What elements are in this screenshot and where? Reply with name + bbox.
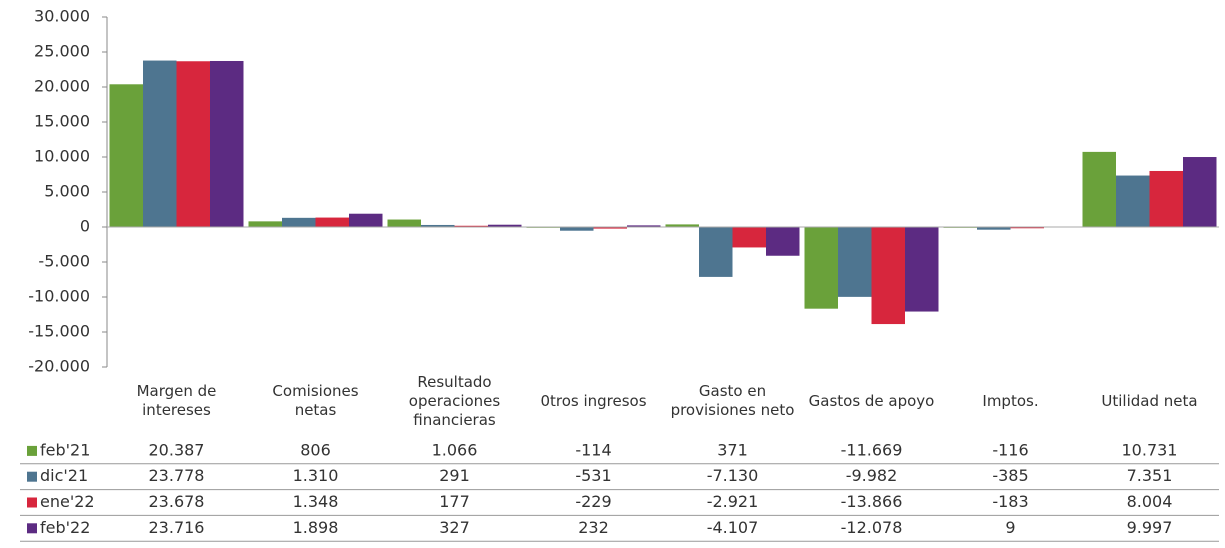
table-value: 327 bbox=[439, 518, 470, 537]
legend-swatch bbox=[27, 445, 37, 456]
bar bbox=[627, 225, 661, 227]
bar bbox=[315, 217, 349, 227]
y-tick-label: 15.000 bbox=[34, 112, 90, 131]
x-tick-label: Imptos. bbox=[982, 391, 1039, 410]
y-tick-label: 25.000 bbox=[34, 42, 90, 61]
x-tick-label: Margen de intereses bbox=[136, 382, 217, 419]
table-value: 371 bbox=[717, 440, 748, 459]
y-tick-label: -15.000 bbox=[28, 322, 90, 341]
y-tick-label: -10.000 bbox=[28, 287, 90, 306]
bar bbox=[699, 227, 733, 277]
table-value: 23.778 bbox=[149, 466, 205, 485]
table-value: 1.898 bbox=[293, 518, 339, 537]
bar bbox=[1116, 175, 1150, 227]
bar bbox=[977, 227, 1011, 230]
bar bbox=[766, 227, 800, 256]
y-tick-label: 30.000 bbox=[34, 7, 90, 26]
legend-swatch bbox=[27, 497, 37, 508]
table-value: 23.716 bbox=[149, 518, 205, 537]
bar bbox=[732, 227, 766, 248]
bar bbox=[1010, 227, 1044, 229]
legend-swatch bbox=[27, 471, 37, 482]
table-value: 232 bbox=[578, 518, 609, 537]
table-value: -114 bbox=[575, 440, 611, 459]
bar bbox=[838, 227, 872, 297]
legend-label: dic'21 bbox=[40, 466, 88, 485]
bar bbox=[176, 61, 210, 228]
table-value: -12.078 bbox=[841, 518, 903, 537]
bar bbox=[387, 219, 421, 227]
table-value: -13.866 bbox=[841, 492, 903, 511]
table-value: -116 bbox=[992, 440, 1028, 459]
legend-label: feb'22 bbox=[40, 518, 90, 537]
bar bbox=[143, 60, 177, 227]
y-tick-label: 5.000 bbox=[44, 182, 90, 201]
table-value: 177 bbox=[439, 492, 470, 511]
bar bbox=[454, 225, 488, 227]
table-value: -4.107 bbox=[707, 518, 759, 537]
bar bbox=[488, 224, 522, 227]
x-tick-label: Comisiones netas bbox=[272, 382, 359, 419]
y-tick-label: -5.000 bbox=[38, 252, 90, 271]
table-value: 7.351 bbox=[1127, 466, 1173, 485]
bar bbox=[905, 227, 939, 312]
table-value: -9.982 bbox=[846, 466, 898, 485]
table-value: 291 bbox=[439, 466, 470, 485]
x-tick-label: Resultado operaciones financieras bbox=[408, 372, 501, 429]
table-value: 1.348 bbox=[293, 492, 339, 511]
table-value: -7.130 bbox=[707, 466, 759, 485]
bar bbox=[1183, 157, 1217, 227]
table-value: -11.669 bbox=[841, 440, 903, 459]
table-value: 9 bbox=[1005, 518, 1015, 537]
bar bbox=[210, 60, 244, 227]
bar bbox=[665, 224, 699, 227]
y-tick-label: 0 bbox=[80, 217, 90, 236]
bar bbox=[248, 221, 282, 227]
bar bbox=[1082, 151, 1116, 227]
y-tick-label: -20.000 bbox=[28, 357, 90, 376]
table-value: 10.731 bbox=[1122, 440, 1178, 459]
x-tick-label: Gastos de apoyo bbox=[808, 391, 935, 410]
bar bbox=[871, 227, 905, 325]
bar bbox=[421, 224, 455, 227]
table-value: -2.921 bbox=[707, 492, 759, 511]
table-value: 1.066 bbox=[432, 440, 478, 459]
table-value: 8.004 bbox=[1127, 492, 1173, 511]
bar bbox=[349, 213, 383, 227]
table-value: -229 bbox=[575, 492, 611, 511]
bar bbox=[282, 217, 316, 227]
bar bbox=[560, 227, 594, 231]
legend-label: ene'22 bbox=[40, 492, 95, 511]
bar bbox=[109, 84, 143, 227]
table-value: -183 bbox=[992, 492, 1028, 511]
x-tick-label: Gasto en provisiones neto bbox=[670, 382, 795, 419]
table-value: 20.387 bbox=[149, 440, 205, 459]
bar bbox=[593, 227, 627, 229]
table-value: 9.997 bbox=[1127, 518, 1173, 537]
table-value: -385 bbox=[992, 466, 1028, 485]
x-tick-label: Utilidad neta bbox=[1101, 391, 1198, 410]
table-value: -531 bbox=[575, 466, 611, 485]
table-value: 1.310 bbox=[293, 466, 339, 485]
y-tick-label: 10.000 bbox=[34, 147, 90, 166]
legend-swatch bbox=[27, 523, 37, 534]
x-tick-label: 0tros ingresos bbox=[540, 391, 647, 410]
table-value: 806 bbox=[300, 440, 331, 459]
bar bbox=[1149, 170, 1183, 227]
y-tick-label: 20.000 bbox=[34, 77, 90, 96]
legend-label: feb'21 bbox=[40, 440, 90, 459]
bar bbox=[804, 227, 838, 309]
table-value: 23.678 bbox=[149, 492, 205, 511]
